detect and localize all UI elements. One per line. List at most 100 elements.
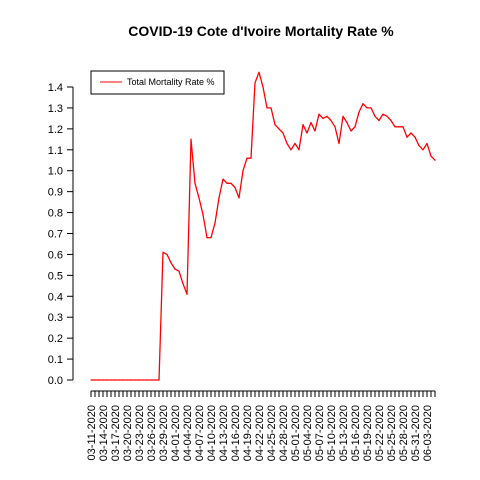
data-point <box>150 379 152 381</box>
x-tick-label: 04-01-2020 <box>170 405 182 461</box>
data-point <box>130 379 132 381</box>
data-point <box>310 121 312 124</box>
data-point <box>346 121 348 124</box>
data-point <box>238 197 240 199</box>
data-point <box>370 107 372 109</box>
data-point <box>394 126 396 128</box>
data-point <box>110 379 112 381</box>
data-point <box>186 293 188 295</box>
data-point <box>138 379 140 381</box>
data-point <box>406 136 408 138</box>
series-line-total-mortality-rate <box>91 71 436 381</box>
x-tick-label: 05-31-2020 <box>410 405 422 461</box>
x-tick-label: 05-22-2020 <box>374 405 386 461</box>
x-tick-label: 05-19-2020 <box>362 405 374 461</box>
x-tick-label: 03-17-2020 <box>110 405 122 461</box>
y-tick-label: 0.2 <box>48 333 63 345</box>
x-tick-label: 05-10-2020 <box>326 405 338 461</box>
data-point <box>206 237 208 239</box>
legend: Total Mortality Rate % <box>90 70 225 95</box>
y-tick-label: 0.9 <box>48 187 63 199</box>
data-point <box>230 182 232 184</box>
data-point <box>234 186 236 189</box>
y-tick-label: 0.6 <box>48 249 63 261</box>
x-tick-label: 04-13-2020 <box>218 405 230 461</box>
data-point <box>254 82 256 84</box>
x-tick-label: 05-01-2020 <box>290 405 302 461</box>
data-point <box>306 132 308 134</box>
data-point <box>366 107 368 109</box>
data-point <box>358 111 360 113</box>
data-point <box>386 115 388 117</box>
x-tick-label: 04-16-2020 <box>230 405 242 461</box>
data-point <box>222 178 224 180</box>
data-point <box>426 142 428 145</box>
data-point <box>246 157 248 159</box>
x-tick-label: 04-28-2020 <box>278 405 290 461</box>
data-point <box>106 379 108 381</box>
x-tick-label: 04-04-2020 <box>182 405 194 461</box>
data-point <box>282 132 284 134</box>
data-point <box>354 126 356 128</box>
data-point <box>242 170 244 172</box>
data-point <box>194 182 196 184</box>
data-point <box>262 86 264 88</box>
data-point <box>298 149 300 151</box>
data-point <box>410 132 412 134</box>
data-point <box>422 149 424 151</box>
data-point <box>374 115 376 117</box>
data-point <box>334 126 336 128</box>
y-tick-label: 0.3 <box>48 312 63 324</box>
data-point <box>90 379 92 381</box>
data-point <box>270 107 272 109</box>
data-point <box>122 379 124 381</box>
data-point <box>218 197 220 199</box>
data-point <box>342 115 344 117</box>
data-point <box>430 155 432 157</box>
data-point <box>326 115 328 117</box>
data-point <box>170 262 172 264</box>
x-tick-label: 05-16-2020 <box>350 405 362 461</box>
x-tick-label: 03-14-2020 <box>98 405 110 461</box>
x-tick-label: 04-10-2020 <box>206 405 218 461</box>
data-point <box>378 119 380 122</box>
data-point <box>214 222 216 224</box>
data-point <box>266 107 268 109</box>
x-tick-label: 03-11-2020 <box>86 405 98 460</box>
data-point <box>118 379 120 381</box>
y-tick-label: 0.8 <box>48 208 63 220</box>
data-point <box>142 379 144 381</box>
y-tick-label: 1.0 <box>48 166 63 178</box>
data-point <box>286 142 288 145</box>
data-point <box>330 119 332 122</box>
data-point <box>178 270 180 272</box>
data-point <box>398 126 400 128</box>
data-point <box>250 157 252 159</box>
data-point <box>290 149 292 151</box>
data-point <box>434 159 436 161</box>
x-tick-label: 03-20-2020 <box>122 405 134 461</box>
data-point <box>174 268 176 270</box>
y-tick-label: 0.4 <box>48 291 63 303</box>
x-axis: 03-11-2020 03-14-2020 03-17-2020 03-20-2020… <box>86 390 436 461</box>
x-tick-label: 04-07-2020 <box>194 405 206 461</box>
data-point <box>318 113 320 115</box>
x-tick-label: 05-07-2020 <box>314 405 326 461</box>
plot-series <box>90 71 436 381</box>
data-point <box>134 379 136 381</box>
data-point <box>94 379 96 381</box>
legend-label: Total Mortality Rate % <box>127 77 215 87</box>
data-point <box>390 119 392 122</box>
y-tick-label: 1.3 <box>48 103 63 115</box>
data-point <box>154 379 156 381</box>
y-tick-label: 0.0 <box>48 375 63 387</box>
x-tick-label: 05-04-2020 <box>302 405 314 461</box>
y-tick-label: 1.1 <box>48 145 63 157</box>
data-point <box>382 113 384 115</box>
x-tick-label: 04-22-2020 <box>254 405 266 461</box>
y-tick-label: 0.5 <box>48 270 63 282</box>
x-tick-label: 05-28-2020 <box>398 405 410 461</box>
x-tick-label: 03-23-2020 <box>134 405 146 461</box>
data-point <box>278 128 280 130</box>
